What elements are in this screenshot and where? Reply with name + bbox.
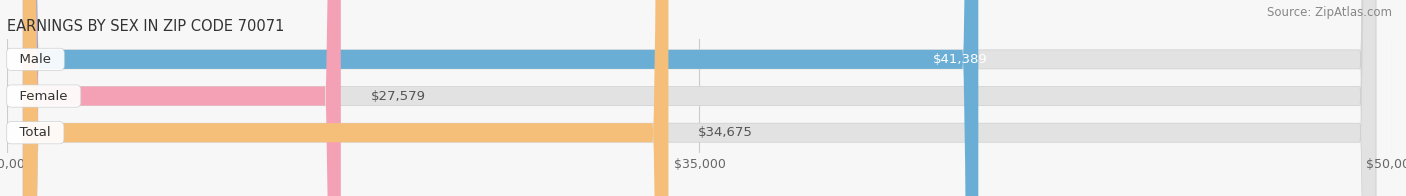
FancyBboxPatch shape [22,0,668,196]
FancyBboxPatch shape [22,0,979,196]
Text: Source: ZipAtlas.com: Source: ZipAtlas.com [1267,6,1392,19]
FancyBboxPatch shape [22,0,1376,196]
Text: Male: Male [11,53,59,66]
Text: Total: Total [11,126,59,139]
Text: EARNINGS BY SEX IN ZIP CODE 70071: EARNINGS BY SEX IN ZIP CODE 70071 [7,19,284,34]
FancyBboxPatch shape [22,0,340,196]
Text: $27,579: $27,579 [371,90,426,103]
Text: $34,675: $34,675 [699,126,754,139]
Text: $41,389: $41,389 [932,53,987,66]
FancyBboxPatch shape [22,0,1376,196]
Text: Female: Female [11,90,76,103]
FancyBboxPatch shape [22,0,1376,196]
